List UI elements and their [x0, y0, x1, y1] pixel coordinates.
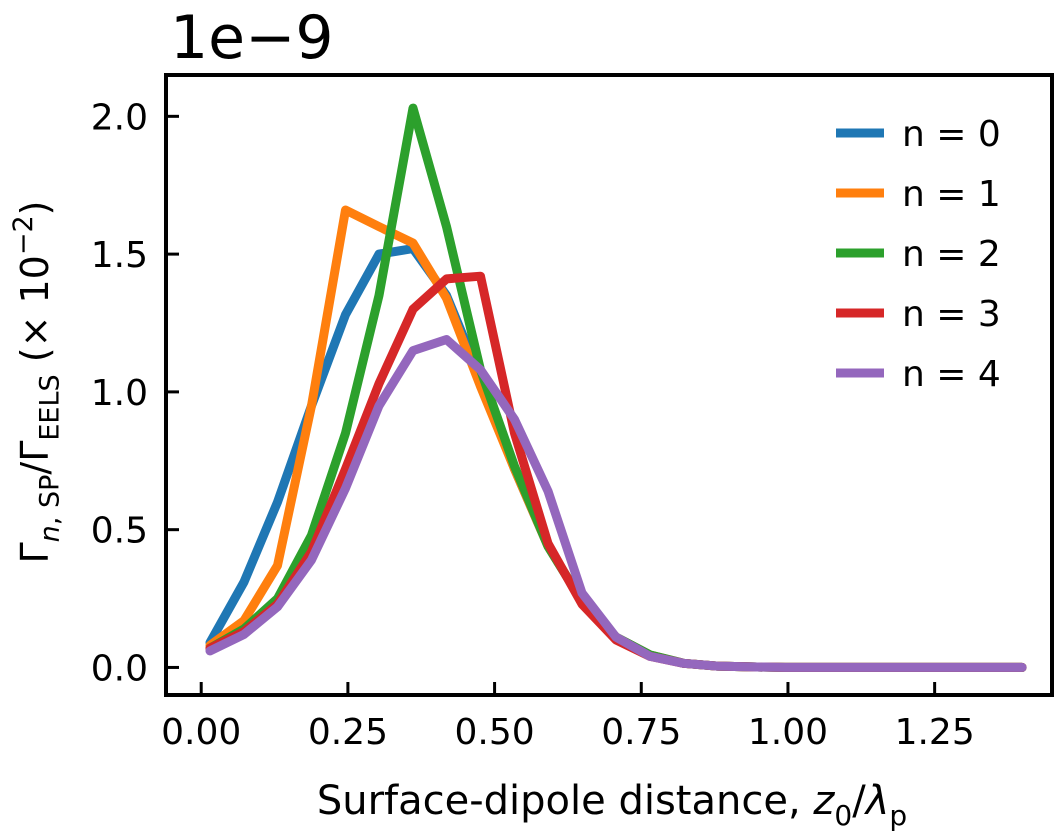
x-tick-label: 1.00: [748, 712, 828, 753]
ticks-layer: 0.00 0.25 0.50 0.75 1.00 1.25 0.0 0.5 1.0 1.5 2.0: [91, 97, 975, 753]
series-line-1: [205, 205, 1027, 672]
x-tick-label: 0.50: [455, 712, 535, 753]
y-tick-label: 1.5: [91, 235, 148, 276]
legend-label-3: n = 3: [902, 294, 1001, 335]
legend-label-0: n = 0: [902, 114, 1001, 155]
y-tick-label: 1.0: [91, 373, 148, 414]
x-tick-label: 0.25: [308, 712, 388, 753]
y-tick-label: 2.0: [91, 97, 148, 138]
y-tick-label: 0.0: [91, 648, 148, 689]
legend-label-2: n = 2: [902, 234, 1001, 275]
x-tick-label: 1.25: [895, 712, 975, 753]
series-line-2: [205, 103, 1027, 672]
legend-label-4: n = 4: [902, 354, 1001, 395]
y-axis-label: Γn, SP/ΓEELS (× 10−2): [8, 200, 66, 563]
y-tick-label: 0.5: [91, 511, 148, 552]
axis-offset-label: 1e−9: [170, 3, 334, 73]
x-tick-label: 0.00: [161, 712, 241, 753]
x-axis-label: Surface-dipole distance, z0/λp: [317, 778, 907, 832]
legend: n = 0 n = 1 n = 2 n = 3 n = 4: [836, 114, 1001, 395]
series-layer: [205, 103, 1027, 672]
series-line-4: [205, 335, 1027, 672]
x-tick-label: 0.75: [601, 712, 681, 753]
plot-frame: [164, 73, 1054, 697]
legend-label-1: n = 1: [902, 174, 1001, 215]
